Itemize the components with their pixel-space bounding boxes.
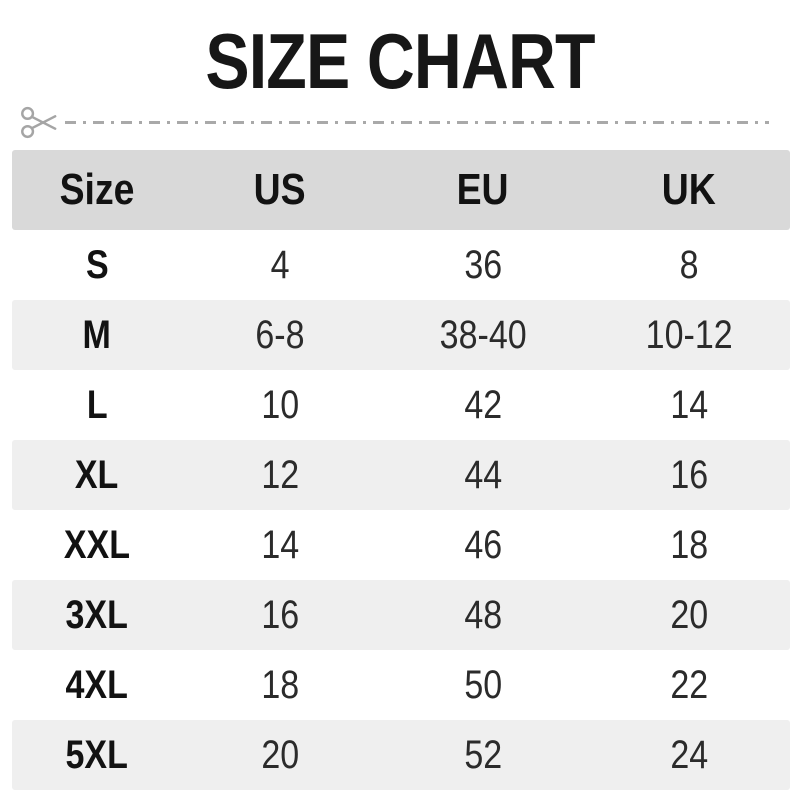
us-cell-text: 6-8: [255, 313, 305, 357]
eu-cell-text: 42: [464, 383, 502, 427]
size-cell-text: M: [82, 313, 112, 357]
column-header-uk: UK: [657, 168, 721, 212]
size-cell-text: 4XL: [65, 663, 129, 707]
table-row-5xl: 5XL 20 52 24: [12, 720, 790, 790]
us-cell-text: 16: [261, 593, 299, 637]
us-cell: 6-8: [251, 315, 309, 355]
uk-cell: 20: [667, 595, 712, 635]
eu-cell: 44: [461, 455, 506, 495]
us-cell-text: 18: [261, 663, 299, 707]
table-row-xxl: XXL 14 46 18: [12, 510, 790, 580]
uk-cell: 10-12: [638, 315, 740, 355]
cut-line: [20, 102, 788, 142]
size-cell-text: L: [86, 383, 108, 427]
table-row-m: M 6-8 38-40 10-12: [12, 300, 790, 370]
us-cell-text: 10: [261, 383, 299, 427]
table-row-s: S 4 36 8: [12, 230, 790, 300]
size-cell-text: XXL: [63, 523, 131, 567]
column-header-eu: EU: [452, 168, 513, 212]
size-cell: S: [84, 245, 111, 285]
size-cell: 5XL: [60, 735, 133, 775]
uk-cell-text: 24: [670, 733, 708, 777]
uk-cell-text: 16: [670, 453, 708, 497]
size-cell: 3XL: [60, 595, 133, 635]
eu-cell: 46: [461, 525, 506, 565]
column-header-uk-text: UK: [661, 165, 717, 214]
size-cell-text: S: [85, 243, 109, 287]
us-cell: 20: [258, 735, 303, 775]
page-title-text: SIZE CHART: [205, 17, 595, 105]
eu-cell: 36: [461, 245, 506, 285]
uk-cell: 14: [667, 385, 712, 425]
us-cell-text: 4: [270, 243, 290, 287]
uk-cell: 8: [678, 245, 700, 285]
eu-cell: 38-40: [432, 315, 534, 355]
us-cell-text: 12: [261, 453, 299, 497]
us-cell-text: 14: [261, 523, 299, 567]
us-cell: 16: [258, 595, 303, 635]
size-cell: XL: [71, 455, 122, 495]
eu-cell-text: 50: [464, 663, 502, 707]
eu-cell-text: 36: [464, 243, 502, 287]
size-cell-text: XL: [75, 453, 119, 497]
uk-cell: 16: [667, 455, 712, 495]
column-header-size-text: Size: [59, 165, 135, 214]
us-cell: 18: [258, 665, 303, 705]
size-cell: XXL: [58, 525, 136, 565]
uk-cell-text: 20: [670, 593, 708, 637]
eu-cell-text: 44: [464, 453, 502, 497]
eu-cell: 42: [461, 385, 506, 425]
page-title: SIZE CHART: [0, 22, 800, 100]
eu-cell-text: 38-40: [439, 313, 527, 357]
uk-cell-text: 10-12: [645, 313, 733, 357]
uk-cell: 18: [667, 525, 712, 565]
table-header-row: Size US EU UK: [12, 150, 790, 230]
table-row-xl: XL 12 44 16: [12, 440, 790, 510]
eu-cell-text: 52: [464, 733, 502, 777]
us-cell-text: 20: [261, 733, 299, 777]
table-row-3xl: 3XL 16 48 20: [12, 580, 790, 650]
uk-cell-text: 18: [670, 523, 708, 567]
column-header-us: US: [249, 168, 310, 212]
column-header-size: Size: [53, 168, 141, 212]
uk-cell-text: 22: [670, 663, 708, 707]
dash-line: [65, 120, 769, 124]
scissors-icon: [21, 106, 57, 138]
table-row-4xl: 4XL 18 50 22: [12, 650, 790, 720]
eu-cell: 52: [461, 735, 506, 775]
uk-cell-text: 8: [679, 243, 699, 287]
uk-cell: 24: [667, 735, 712, 775]
table-row-l: L 10 42 14: [12, 370, 790, 440]
eu-cell-text: 48: [464, 593, 502, 637]
uk-cell: 22: [667, 665, 712, 705]
column-header-eu-text: EU: [457, 165, 509, 214]
size-cell: 4XL: [60, 665, 133, 705]
size-chart-table: Size US EU UK S 4 36 8 M 6-8 38-40 10-12…: [12, 150, 790, 790]
column-header-us-text: US: [254, 165, 306, 214]
us-cell: 10: [258, 385, 303, 425]
us-cell: 14: [258, 525, 303, 565]
us-cell: 4: [269, 245, 291, 285]
size-cell: L: [85, 385, 109, 425]
size-cell-text: 5XL: [65, 733, 129, 777]
eu-cell: 50: [461, 665, 506, 705]
eu-cell-text: 46: [464, 523, 502, 567]
size-cell-text: 3XL: [65, 593, 129, 637]
eu-cell: 48: [461, 595, 506, 635]
us-cell: 12: [258, 455, 303, 495]
uk-cell-text: 14: [670, 383, 708, 427]
size-cell: M: [80, 315, 113, 355]
